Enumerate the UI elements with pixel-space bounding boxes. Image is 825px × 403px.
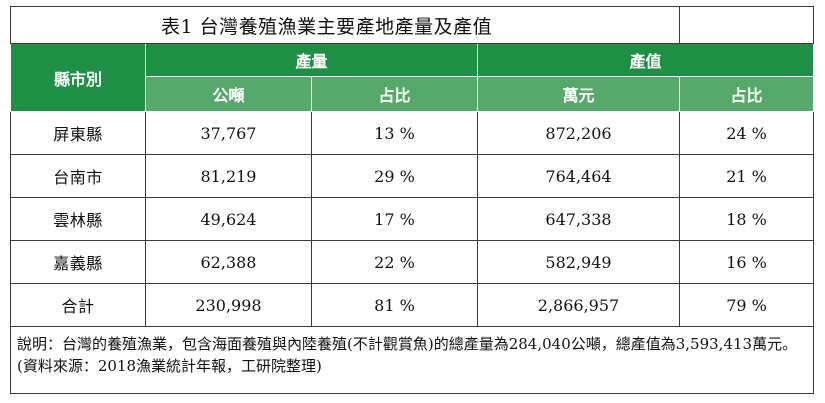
value-cell: 872,206 — [476, 111, 681, 155]
tons-cell: 230,998 — [145, 283, 312, 327]
county-cell: 嘉義縣 — [10, 240, 146, 284]
tons-share-cell: 22 % — [311, 240, 478, 284]
county-cell: 合計 — [10, 283, 146, 327]
table-row: 雲林縣 49,624 17 % 647,338 18 % — [10, 197, 815, 241]
tons-share-cell: 13 % — [311, 111, 478, 155]
tons-share-cell: 81 % — [311, 283, 478, 327]
value-share-cell: 24 % — [679, 111, 815, 155]
value-cell: 2,866,957 — [476, 283, 681, 327]
county-cell: 台南市 — [10, 154, 146, 198]
value-share-cell: 16 % — [679, 240, 815, 284]
header-value: 產值 — [476, 43, 815, 77]
header-value-unit: 萬元 — [476, 76, 681, 112]
note-row: 說明：台灣的養殖漁業，包含海面養殖與內陸養殖(不計觀賞魚)的總產量為284,04… — [9, 326, 815, 394]
value-cell: 647,338 — [476, 197, 681, 241]
county-cell: 屏東縣 — [10, 111, 146, 155]
header-row-top: 縣市別 產量 產值 — [10, 43, 815, 112]
table-row: 台南市 81,219 29 % 764,464 21 % — [10, 154, 815, 198]
header-production: 產量 — [145, 43, 478, 77]
fishery-production-table: 表1 台灣養殖漁業主要產地產量及產值 縣市別 產量 產值 公噸 占比 萬元 占比… — [9, 6, 815, 394]
tons-cell: 49,624 — [145, 197, 312, 241]
header-row-sub: 公噸 占比 萬元 占比 — [11, 76, 815, 112]
header-production-share: 占比 — [311, 76, 478, 112]
value-share-cell: 18 % — [679, 197, 815, 241]
header-county: 縣市別 — [10, 43, 146, 112]
tons-share-cell: 29 % — [311, 154, 478, 198]
tons-cell: 62,388 — [145, 240, 312, 284]
table-container: 表1 台灣養殖漁業主要產地產量及產值 縣市別 產量 產值 公噸 占比 萬元 占比… — [9, 6, 815, 397]
total-row: 合計 230,998 81 % 2,866,957 79 % — [10, 283, 815, 327]
table-title: 表1 台灣養殖漁業主要產地產量及產值 — [9, 6, 681, 44]
title-blank-cell — [679, 6, 815, 44]
table-note: 說明：台灣的養殖漁業，包含海面養殖與內陸養殖(不計觀賞魚)的總產量為284,04… — [9, 326, 815, 394]
table-row: 嘉義縣 62,388 22 % 582,949 16 % — [10, 240, 815, 284]
header-value-share: 占比 — [679, 76, 815, 112]
value-share-cell: 21 % — [679, 154, 815, 198]
value-cell: 764,464 — [476, 154, 681, 198]
tons-cell: 81,219 — [145, 154, 312, 198]
header-production-unit: 公噸 — [145, 76, 312, 112]
tons-cell: 37,767 — [145, 111, 312, 155]
county-cell: 雲林縣 — [10, 197, 146, 241]
table-row: 屏東縣 37,767 13 % 872,206 24 % — [10, 111, 815, 155]
title-row: 表1 台灣養殖漁業主要產地產量及產值 — [9, 6, 815, 44]
tons-share-cell: 17 % — [311, 197, 478, 241]
value-share-cell: 79 % — [679, 283, 815, 327]
value-cell: 582,949 — [476, 240, 681, 284]
